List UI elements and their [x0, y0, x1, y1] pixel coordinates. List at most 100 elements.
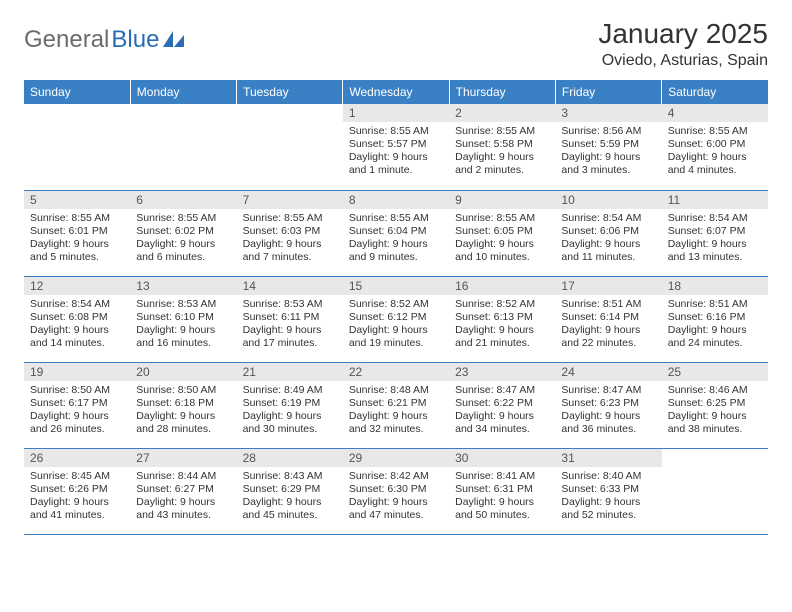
daylight-text-1: Daylight: 9 hours [243, 496, 337, 509]
daylight-text-2: and 17 minutes. [243, 337, 337, 350]
logo: GeneralBlue [24, 26, 185, 54]
daylight-text-1: Daylight: 9 hours [349, 496, 443, 509]
day-data: Sunrise: 8:44 AMSunset: 6:27 PMDaylight:… [130, 467, 236, 527]
calendar-cell: 11Sunrise: 8:54 AMSunset: 6:07 PMDayligh… [662, 190, 768, 276]
daylight-text-2: and 6 minutes. [136, 251, 230, 264]
day-data: Sunrise: 8:40 AMSunset: 6:33 PMDaylight:… [555, 467, 661, 527]
day-number: 6 [130, 191, 236, 209]
day-number: 17 [555, 277, 661, 295]
calendar-cell: 6Sunrise: 8:55 AMSunset: 6:02 PMDaylight… [130, 190, 236, 276]
daylight-text-1: Daylight: 9 hours [243, 410, 337, 423]
day-data: Sunrise: 8:55 AMSunset: 6:01 PMDaylight:… [24, 209, 130, 269]
daylight-text-2: and 19 minutes. [349, 337, 443, 350]
daylight-text-1: Daylight: 9 hours [561, 410, 655, 423]
sunset-text: Sunset: 6:18 PM [136, 397, 230, 410]
daylight-text-2: and 11 minutes. [561, 251, 655, 264]
sunset-text: Sunset: 6:29 PM [243, 483, 337, 496]
day-data: Sunrise: 8:45 AMSunset: 6:26 PMDaylight:… [24, 467, 130, 527]
daylight-text-1: Daylight: 9 hours [455, 324, 549, 337]
daylight-text-1: Daylight: 9 hours [668, 410, 762, 423]
sunrise-text: Sunrise: 8:51 AM [668, 298, 762, 311]
day-data: Sunrise: 8:50 AMSunset: 6:17 PMDaylight:… [24, 381, 130, 441]
sunset-text: Sunset: 6:22 PM [455, 397, 549, 410]
day-number: 9 [449, 191, 555, 209]
daylight-text-1: Daylight: 9 hours [561, 324, 655, 337]
daylight-text-2: and 13 minutes. [668, 251, 762, 264]
sunrise-text: Sunrise: 8:55 AM [136, 212, 230, 225]
day-data: Sunrise: 8:54 AMSunset: 6:08 PMDaylight:… [24, 295, 130, 355]
weekday-header: Thursday [449, 80, 555, 104]
day-number: 11 [662, 191, 768, 209]
daylight-text-2: and 10 minutes. [455, 251, 549, 264]
daylight-text-2: and 26 minutes. [30, 423, 124, 436]
daylight-text-1: Daylight: 9 hours [455, 496, 549, 509]
sunrise-text: Sunrise: 8:53 AM [243, 298, 337, 311]
sunset-text: Sunset: 6:08 PM [30, 311, 124, 324]
day-data: Sunrise: 8:41 AMSunset: 6:31 PMDaylight:… [449, 467, 555, 527]
calendar-cell: 7Sunrise: 8:55 AMSunset: 6:03 PMDaylight… [237, 190, 343, 276]
daylight-text-2: and 21 minutes. [455, 337, 549, 350]
day-data: Sunrise: 8:53 AMSunset: 6:11 PMDaylight:… [237, 295, 343, 355]
day-number: 24 [555, 363, 661, 381]
sunrise-text: Sunrise: 8:46 AM [668, 384, 762, 397]
day-number: 8 [343, 191, 449, 209]
day-data: Sunrise: 8:54 AMSunset: 6:06 PMDaylight:… [555, 209, 661, 269]
day-number: 26 [24, 449, 130, 467]
sunrise-text: Sunrise: 8:49 AM [243, 384, 337, 397]
day-data: Sunrise: 8:43 AMSunset: 6:29 PMDaylight:… [237, 467, 343, 527]
page-title: January 2025 [598, 18, 768, 50]
daylight-text-2: and 47 minutes. [349, 509, 443, 522]
calendar-row: 12Sunrise: 8:54 AMSunset: 6:08 PMDayligh… [24, 276, 768, 362]
day-data: Sunrise: 8:47 AMSunset: 6:22 PMDaylight:… [449, 381, 555, 441]
day-data: Sunrise: 8:48 AMSunset: 6:21 PMDaylight:… [343, 381, 449, 441]
day-number: 5 [24, 191, 130, 209]
daylight-text-2: and 43 minutes. [136, 509, 230, 522]
sunset-text: Sunset: 6:02 PM [136, 225, 230, 238]
sunset-text: Sunset: 6:21 PM [349, 397, 443, 410]
calendar-cell: 2Sunrise: 8:55 AMSunset: 5:58 PMDaylight… [449, 104, 555, 190]
daylight-text-1: Daylight: 9 hours [243, 238, 337, 251]
sunrise-text: Sunrise: 8:45 AM [30, 470, 124, 483]
calendar-cell: 15Sunrise: 8:52 AMSunset: 6:12 PMDayligh… [343, 276, 449, 362]
day-data: Sunrise: 8:54 AMSunset: 6:07 PMDaylight:… [662, 209, 768, 269]
daylight-text-2: and 5 minutes. [30, 251, 124, 264]
weekday-header: Tuesday [237, 80, 343, 104]
sunrise-text: Sunrise: 8:56 AM [561, 125, 655, 138]
day-number: 10 [555, 191, 661, 209]
calendar-cell: 9Sunrise: 8:55 AMSunset: 6:05 PMDaylight… [449, 190, 555, 276]
weekday-header-row: SundayMondayTuesdayWednesdayThursdayFrid… [24, 80, 768, 104]
day-data: Sunrise: 8:55 AMSunset: 5:57 PMDaylight:… [343, 122, 449, 182]
sunset-text: Sunset: 6:03 PM [243, 225, 337, 238]
day-data: Sunrise: 8:55 AMSunset: 6:04 PMDaylight:… [343, 209, 449, 269]
daylight-text-1: Daylight: 9 hours [136, 410, 230, 423]
daylight-text-1: Daylight: 9 hours [243, 324, 337, 337]
sunset-text: Sunset: 6:23 PM [561, 397, 655, 410]
daylight-text-1: Daylight: 9 hours [136, 238, 230, 251]
day-number: 29 [343, 449, 449, 467]
daylight-text-1: Daylight: 9 hours [668, 324, 762, 337]
day-data: Sunrise: 8:50 AMSunset: 6:18 PMDaylight:… [130, 381, 236, 441]
calendar-cell: 13Sunrise: 8:53 AMSunset: 6:10 PMDayligh… [130, 276, 236, 362]
daylight-text-2: and 1 minute. [349, 164, 443, 177]
sunset-text: Sunset: 6:26 PM [30, 483, 124, 496]
day-number: 22 [343, 363, 449, 381]
sunrise-text: Sunrise: 8:47 AM [561, 384, 655, 397]
day-data: Sunrise: 8:55 AMSunset: 6:02 PMDaylight:… [130, 209, 236, 269]
calendar-cell: 10Sunrise: 8:54 AMSunset: 6:06 PMDayligh… [555, 190, 661, 276]
calendar-cell: 19Sunrise: 8:50 AMSunset: 6:17 PMDayligh… [24, 362, 130, 448]
sunset-text: Sunset: 6:14 PM [561, 311, 655, 324]
calendar-cell: 14Sunrise: 8:53 AMSunset: 6:11 PMDayligh… [237, 276, 343, 362]
sunset-text: Sunset: 6:06 PM [561, 225, 655, 238]
daylight-text-1: Daylight: 9 hours [668, 238, 762, 251]
day-number: 14 [237, 277, 343, 295]
calendar-cell: 20Sunrise: 8:50 AMSunset: 6:18 PMDayligh… [130, 362, 236, 448]
daylight-text-1: Daylight: 9 hours [349, 410, 443, 423]
weekday-header: Monday [130, 80, 236, 104]
day-number: 16 [449, 277, 555, 295]
day-number: 18 [662, 277, 768, 295]
title-block: January 2025 Oviedo, Asturias, Spain [598, 18, 768, 70]
daylight-text-2: and 50 minutes. [455, 509, 549, 522]
sunrise-text: Sunrise: 8:54 AM [30, 298, 124, 311]
daylight-text-1: Daylight: 9 hours [30, 324, 124, 337]
day-data: Sunrise: 8:52 AMSunset: 6:12 PMDaylight:… [343, 295, 449, 355]
